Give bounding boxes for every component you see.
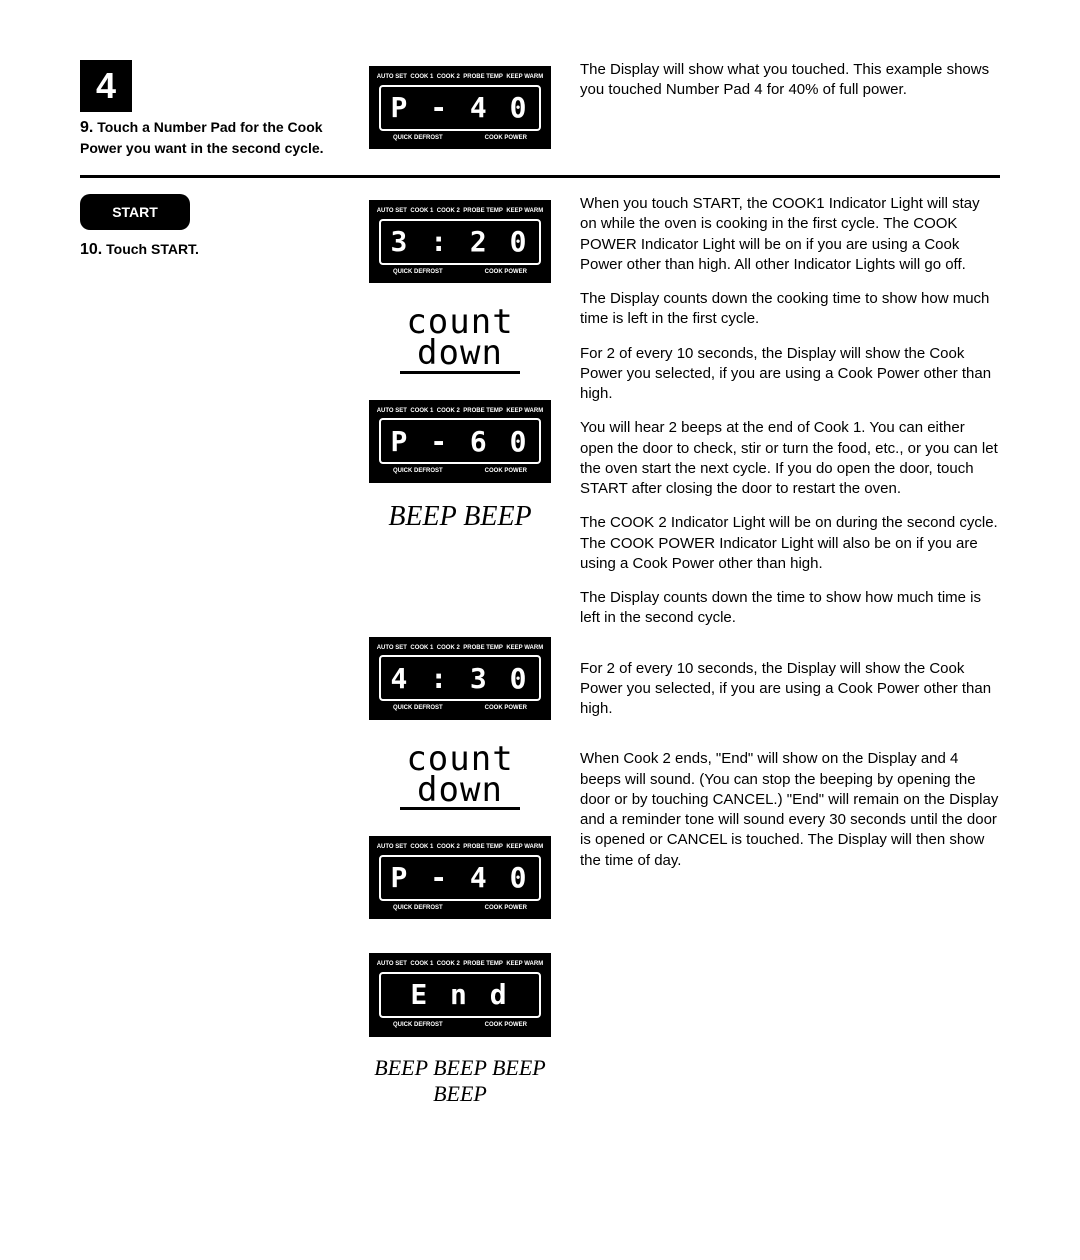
step-10: START 10. Touch START. AUTO SETCOOK 1COO… (80, 194, 1000, 1124)
desc-para: When Cook 2 ends, "End" will show on the… (580, 749, 1000, 871)
display-panel: AUTO SETCOOK 1COOK 2PROBE TEMPKEEP WARM … (369, 637, 551, 720)
step9-instruction: 9. Touch a Number Pad for the Cook Power… (80, 118, 340, 157)
step10-left: START 10. Touch START. (80, 194, 340, 261)
desc-para: You will hear 2 beeps at the end of Cook… (580, 418, 1000, 499)
desc-para: For 2 of every 10 seconds, the Display w… (580, 659, 1000, 720)
divider (80, 175, 1000, 178)
step10-desc-col: When you touch START, the COOK1 Indicato… (580, 194, 1000, 885)
step10-instruction: 10. Touch START. (80, 240, 340, 261)
lcd-display: 4 : 3 0 (379, 655, 541, 701)
step9-number: 9. (80, 119, 93, 136)
step9-mid: AUTO SET COOK 1 COOK 2 PROBE TEMP KEEP W… (360, 60, 560, 167)
countdown-text: countdown (400, 307, 519, 373)
step9-left: 4 9. Touch a Number Pad for the Cook Pow… (80, 60, 340, 167)
desc-para: The Display counts down the time to show… (580, 588, 1000, 629)
display-panel: AUTO SETCOOK 1COOK 2PROBE TEMPKEEP WARM … (369, 400, 551, 483)
lcd-display: 3 : 2 0 (379, 219, 541, 265)
beep-text: BEEP BEEP BEEP BEEP (360, 1055, 560, 1107)
step9-text: Touch a Number Pad for the Cook Power yo… (80, 119, 324, 156)
desc-para: When you touch START, the COOK1 Indicato… (580, 194, 1000, 275)
numpad-4-box: 4 (80, 60, 132, 112)
step-9: 4 9. Touch a Number Pad for the Cook Pow… (80, 60, 1000, 167)
panel-top-labels: AUTO SET COOK 1 COOK 2 PROBE TEMP KEEP W… (375, 72, 545, 83)
beep-text: BEEP BEEP (388, 501, 531, 533)
step10-mid: AUTO SETCOOK 1COOK 2PROBE TEMPKEEP WARM … (360, 194, 560, 1124)
desc-para: The COOK 2 Indicator Light will be on du… (580, 513, 1000, 574)
lcd-display: P - 6 0 (379, 418, 541, 464)
step10-number: 10. (80, 241, 102, 258)
panel-bot-labels: QUICK DEFROST COOK POWER (375, 133, 545, 144)
step10-text: Touch START. (106, 241, 199, 257)
lcd-display: P - 4 0 (379, 85, 541, 131)
display-panel: AUTO SET COOK 1 COOK 2 PROBE TEMP KEEP W… (369, 66, 551, 149)
desc-para: The Display counts down the cooking time… (580, 289, 1000, 330)
countdown-text: countdown (400, 744, 519, 810)
display-panel: AUTO SETCOOK 1COOK 2PROBE TEMPKEEP WARM … (369, 836, 551, 919)
desc-para: For 2 of every 10 seconds, the Display w… (580, 344, 1000, 405)
start-button[interactable]: START (80, 194, 190, 230)
display-panel: AUTO SETCOOK 1COOK 2PROBE TEMPKEEP WARM … (369, 953, 551, 1036)
lcd-display: P - 4 0 (379, 855, 541, 901)
step9-desc: The Display will show what you touched. … (580, 60, 1000, 167)
lcd-display: E n d (379, 972, 541, 1018)
display-panel: AUTO SETCOOK 1COOK 2PROBE TEMPKEEP WARM … (369, 200, 551, 283)
